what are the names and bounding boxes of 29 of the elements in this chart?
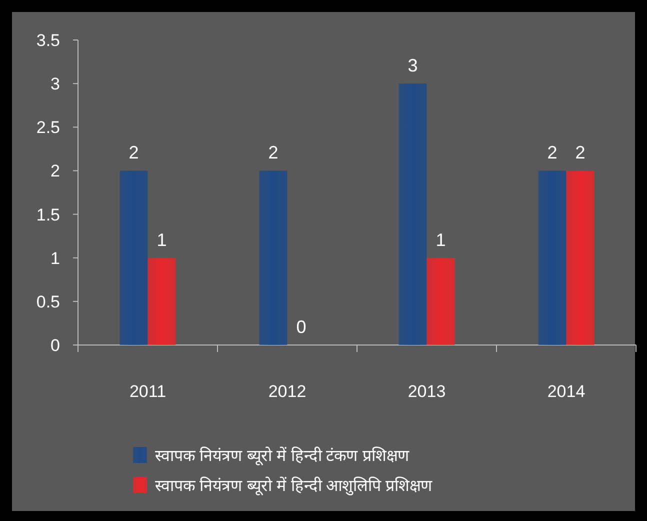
- bar: [426, 258, 455, 345]
- legend-label: स्वापक नियंत्रण ब्यूरो में हिन्दी टंकण प्रशिक्षण: [155, 446, 410, 466]
- data-label: 3: [408, 56, 418, 76]
- bar: [566, 170, 594, 345]
- bar: [148, 258, 176, 345]
- y-tick-label: 3: [50, 74, 60, 94]
- x-tick-label: 2013: [408, 382, 446, 401]
- x-tick-label: 2012: [268, 382, 306, 401]
- bar: [398, 84, 427, 345]
- y-tick-label: 0: [50, 336, 60, 355]
- data-label: 1: [436, 230, 446, 250]
- x-tick-label: 2011: [129, 382, 166, 401]
- x-tick-label: 2014: [547, 382, 586, 401]
- y-tick-label: 0.5: [36, 292, 60, 312]
- y-tick-label: 1.5: [36, 205, 60, 224]
- data-label: 2: [547, 142, 558, 163]
- y-tick-label: 2.5: [36, 118, 60, 138]
- data-label: 2: [128, 142, 139, 163]
- data-label: 2: [268, 142, 278, 163]
- y-tick-label: 1: [50, 248, 60, 268]
- y-tick-label: 3.5: [36, 31, 60, 50]
- y-tick-label: 2: [50, 162, 60, 181]
- data-label: 1: [156, 230, 167, 250]
- legend-label: स्वापक नियंत्रण ब्यूरो में हिन्दी आशुलिपि प्रशिक्षण: [155, 476, 433, 496]
- bar: [538, 170, 566, 345]
- bar: [120, 170, 148, 345]
- data-label: 2: [575, 142, 586, 163]
- data-label: 0: [296, 317, 306, 337]
- bar: [259, 170, 288, 345]
